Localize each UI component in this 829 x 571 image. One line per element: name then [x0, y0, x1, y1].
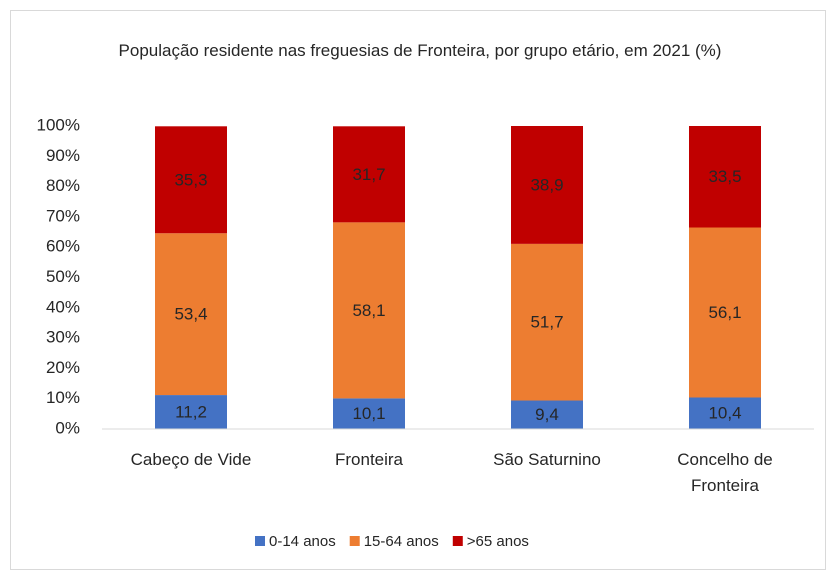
- bar-segment: [511, 400, 583, 429]
- bar-segment: [155, 126, 227, 234]
- bar-segment: [333, 126, 405, 223]
- chart-frame: [10, 10, 826, 570]
- legend-swatch: [349, 536, 360, 546]
- y-tick-label: 60%: [46, 237, 80, 256]
- y-tick-label: 40%: [46, 297, 80, 316]
- data-label: 51,7: [530, 313, 563, 332]
- x-tick-label: São Saturnino: [493, 450, 601, 469]
- data-label: 11,2: [175, 403, 207, 422]
- y-tick-label: 50%: [46, 267, 80, 286]
- data-label: 53,4: [174, 305, 207, 324]
- bar-segment: [155, 395, 227, 429]
- x-tick-label: Concelho de Fronteira: [677, 450, 773, 495]
- chart-title: População residente nas freguesias de Fr…: [118, 41, 722, 60]
- data-label: 10,1: [352, 404, 385, 423]
- legend-swatch: [452, 536, 463, 546]
- data-label: 10,4: [708, 404, 741, 423]
- data-label: 31,7: [352, 165, 385, 184]
- bar-segment: [333, 398, 405, 429]
- bar-segment: [333, 222, 405, 399]
- y-tick-label: 70%: [46, 206, 80, 225]
- y-tick-label: 100%: [37, 115, 80, 134]
- bar-segment: [511, 126, 583, 244]
- x-tick-label: Cabeço de Vide: [130, 450, 252, 469]
- y-tick-label: 90%: [46, 146, 80, 165]
- y-tick-label: 10%: [46, 388, 80, 407]
- data-label: 9,4: [535, 405, 559, 424]
- y-tick-label: 0%: [55, 418, 80, 437]
- data-label: 38,9: [530, 175, 563, 194]
- data-label: 33,5: [708, 167, 741, 186]
- legend-label: 15-64 anos: [364, 533, 439, 550]
- legend-swatch: [255, 536, 265, 546]
- y-tick-label: 30%: [46, 328, 80, 347]
- y-tick-label: 20%: [46, 358, 80, 377]
- legend-label: >65 anos: [467, 533, 529, 550]
- data-label: 56,1: [708, 303, 741, 322]
- bar-segment: [155, 233, 227, 396]
- bar-segment: [689, 227, 761, 398]
- x-tick-label: Fronteira: [334, 450, 404, 469]
- data-label: 35,3: [174, 170, 207, 189]
- bar-segment: [689, 126, 761, 228]
- bar-segment: [511, 243, 583, 401]
- data-label: 58,1: [352, 301, 385, 320]
- legend-label: 0-14 anos: [269, 533, 336, 550]
- y-tick-label: 80%: [46, 176, 80, 195]
- bar-segment: [689, 397, 761, 429]
